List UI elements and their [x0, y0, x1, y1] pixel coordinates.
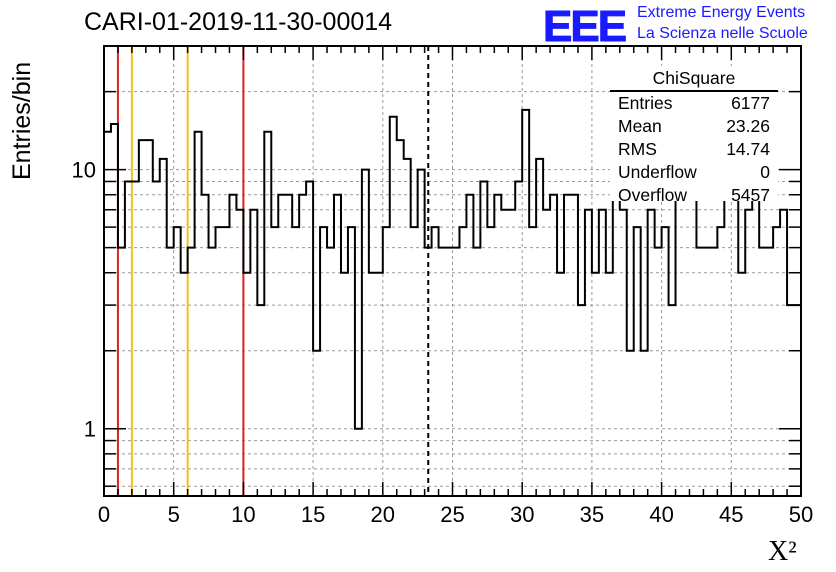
logo-line-2: La Scienza nelle Scuole	[637, 25, 808, 42]
y-tick-label: 1	[84, 417, 96, 442]
x-tick-label: 15	[301, 502, 325, 527]
x-tick-label: 35	[580, 502, 604, 527]
stats-key: Overflow	[618, 185, 688, 205]
stats-value: 23.26	[726, 116, 770, 136]
logo-line-1: Extreme Energy Events	[637, 4, 806, 21]
x-tick-label: 45	[719, 502, 743, 527]
stats-title: ChiSquare	[652, 68, 736, 88]
stats-value: 14.74	[726, 139, 770, 159]
stats-value: 6177	[731, 93, 770, 113]
stats-row-rms: RMS 14.74	[618, 139, 770, 162]
y-tick-label: 10	[72, 158, 96, 183]
stats-row-mean: Mean 23.26	[618, 116, 770, 139]
stats-box: ChiSquare Entries 6177 Mean 23.26 RMS 14…	[610, 66, 778, 205]
stats-key: Underflow	[618, 162, 697, 182]
run-title: CARI-01-2019-11-30-00014	[84, 8, 393, 36]
stats-row-underflow: Underflow 0	[618, 162, 770, 185]
stats-key: Entries	[618, 93, 673, 113]
stats-value: 0	[760, 162, 770, 182]
stats-divider	[610, 90, 778, 92]
stats-row-entries: Entries 6177	[618, 93, 770, 116]
y-axis-label: Entries/bin	[8, 61, 36, 180]
stats-key: RMS	[618, 139, 657, 159]
stats-key: Mean	[618, 116, 662, 136]
histogram-series	[104, 108, 801, 430]
x-tick-label: 30	[510, 502, 534, 527]
x-tick-label: 25	[440, 502, 464, 527]
stats-row-overflow: Overflow 5457	[618, 185, 770, 208]
x-tick-label: 10	[231, 502, 255, 527]
x-tick-label: 0	[98, 502, 110, 527]
x-tick-label: 20	[371, 502, 395, 527]
x-tick-label: 50	[789, 502, 813, 527]
eee-logo: EEE	[542, 2, 627, 52]
x-tick-label: 5	[168, 502, 180, 527]
x-tick-label: 40	[649, 502, 673, 527]
stats-value: 5457	[731, 185, 770, 205]
x-axis-label: X²	[768, 536, 797, 567]
